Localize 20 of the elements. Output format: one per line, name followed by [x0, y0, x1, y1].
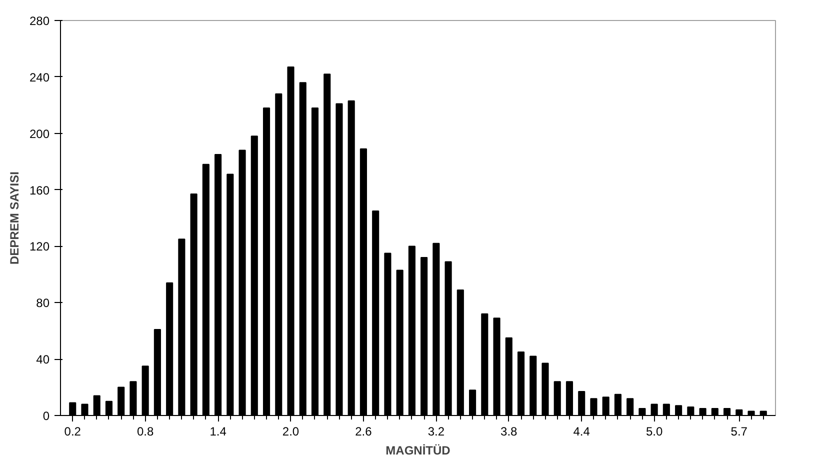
x-tick-label: 5.7 — [730, 424, 748, 438]
x-tick-label: 0.8 — [136, 424, 154, 438]
y-tick-label: 120 — [29, 240, 50, 254]
x-tick-label: 1.4 — [210, 424, 227, 438]
y-tick-label: 80 — [36, 296, 50, 310]
y-tick-label: 160 — [29, 183, 50, 198]
y-axis-title: DEPREM SAYISI — [7, 172, 22, 264]
x-tick-label: 2.0 — [282, 424, 300, 438]
y-tick-label: 200 — [29, 126, 50, 141]
x-tick-label: 4.4 — [573, 424, 590, 438]
y-tick-label: 40 — [36, 352, 50, 367]
x-axis-title: MAGNİTÜD — [386, 444, 451, 458]
y-tick-label: 280 — [29, 14, 50, 28]
x-tick-label: 3.2 — [428, 424, 445, 438]
x-tick-label: 2.6 — [355, 424, 372, 438]
y-tick-label: 0 — [42, 409, 50, 423]
y-tick-label: 240 — [29, 70, 50, 84]
x-tick-label: 5.0 — [646, 424, 663, 438]
x-tick-label: 3.8 — [500, 424, 518, 438]
x-tick-label: 0.2 — [64, 424, 82, 438]
